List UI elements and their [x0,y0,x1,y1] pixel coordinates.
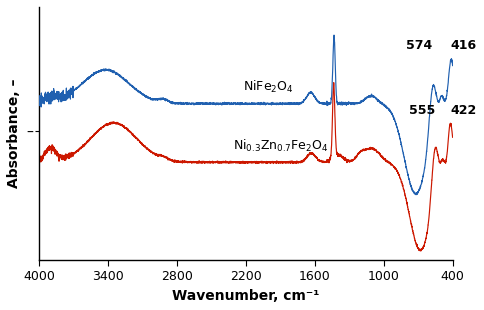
Text: NiFe$_2$O$_4$: NiFe$_2$O$_4$ [243,79,294,95]
Text: 574: 574 [407,39,433,52]
Y-axis label: Absorbance, –: Absorbance, – [7,79,21,188]
Text: 422: 422 [450,104,476,117]
Text: 416: 416 [451,39,477,52]
Text: Ni$_{0.3}$Zn$_{0.7}$Fe$_2$O$_4$: Ni$_{0.3}$Zn$_{0.7}$Fe$_2$O$_4$ [233,138,328,154]
X-axis label: Wavenumber, cm⁻¹: Wavenumber, cm⁻¹ [172,289,319,303]
Text: 555: 555 [408,104,435,117]
